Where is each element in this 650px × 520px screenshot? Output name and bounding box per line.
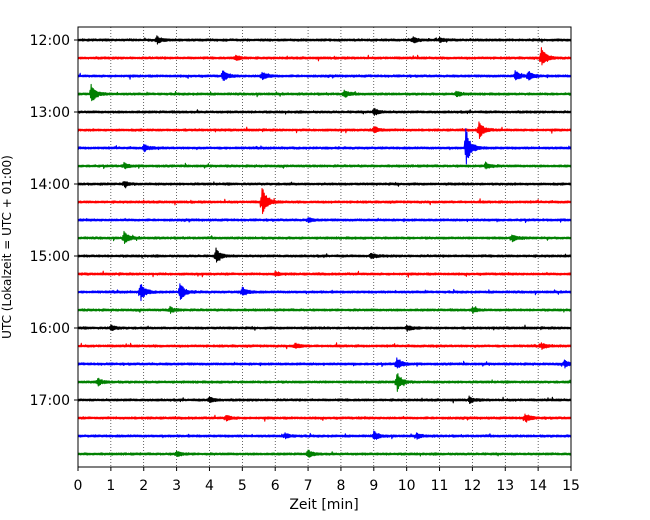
trace-1700: [77, 395, 572, 404]
y-axis-ticks: 12:00 13:00 14:00 15:00 16:00 17:00: [30, 33, 78, 409]
trace-1245: [77, 83, 572, 102]
x-tick-label: 15: [562, 478, 580, 494]
x-tick-label: 6: [271, 478, 280, 494]
trace-1515: [77, 270, 572, 278]
trace-1500: [77, 247, 572, 263]
trace-1315: [77, 121, 572, 140]
x-tick-label: 5: [238, 478, 247, 494]
trace-1745: [77, 449, 572, 458]
x-tick-label: 10: [398, 478, 416, 494]
y-tick-label: 16:00: [30, 321, 70, 337]
x-tick-label: 2: [139, 478, 148, 494]
trace-1615: [77, 342, 572, 351]
x-tick-label: 13: [496, 478, 514, 494]
trace-1430: [77, 217, 572, 224]
y-axis-label: UTC (Lokalzeit = UTC + 01:00): [0, 155, 14, 339]
trace-1730: [77, 430, 572, 440]
y-tick-label: 13:00: [30, 105, 70, 121]
y-tick-label: 12:00: [30, 33, 70, 49]
trace-1300: [77, 107, 572, 116]
trace-1600: [77, 324, 572, 332]
trace-1645: [77, 373, 572, 392]
x-tick-label: 8: [336, 478, 345, 494]
x-axis-label: Zeit [min]: [289, 497, 358, 513]
trace-1530: [77, 283, 572, 302]
x-tick-label: 4: [205, 478, 214, 494]
x-tick-label: 14: [529, 478, 547, 494]
x-axis-ticks: 0 1 2 3 4 5 6 7 8 9 10 11 12 13 14 15: [74, 467, 580, 494]
vertical-gridlines: [110, 27, 539, 467]
trace-1345: [77, 161, 572, 170]
seismic-traces: [77, 35, 572, 458]
x-tick-label: 3: [172, 478, 181, 494]
x-tick-label: 9: [369, 478, 378, 494]
trace-1545: [77, 305, 572, 314]
y-tick-label: 17:00: [30, 393, 70, 409]
trace-1415: [77, 187, 572, 215]
x-tick-label: 11: [431, 478, 449, 494]
trace-1215: [77, 47, 572, 66]
trace-1230: [77, 70, 572, 82]
trace-1400: [77, 180, 572, 189]
trace-1630: [77, 357, 572, 369]
x-tick-label: 1: [106, 478, 115, 494]
trace-1200: [77, 35, 572, 45]
plot-frame: [77, 26, 572, 468]
y-tick-label: 14:00: [30, 177, 70, 193]
trace-1445: [77, 230, 572, 245]
y-tick-label: 15:00: [30, 249, 70, 265]
x-tick-label: 12: [463, 478, 481, 494]
x-tick-label: 0: [74, 478, 83, 494]
x-tick-label: 7: [304, 478, 313, 494]
trace-1715: [77, 413, 572, 423]
trace-1330: [77, 128, 572, 165]
